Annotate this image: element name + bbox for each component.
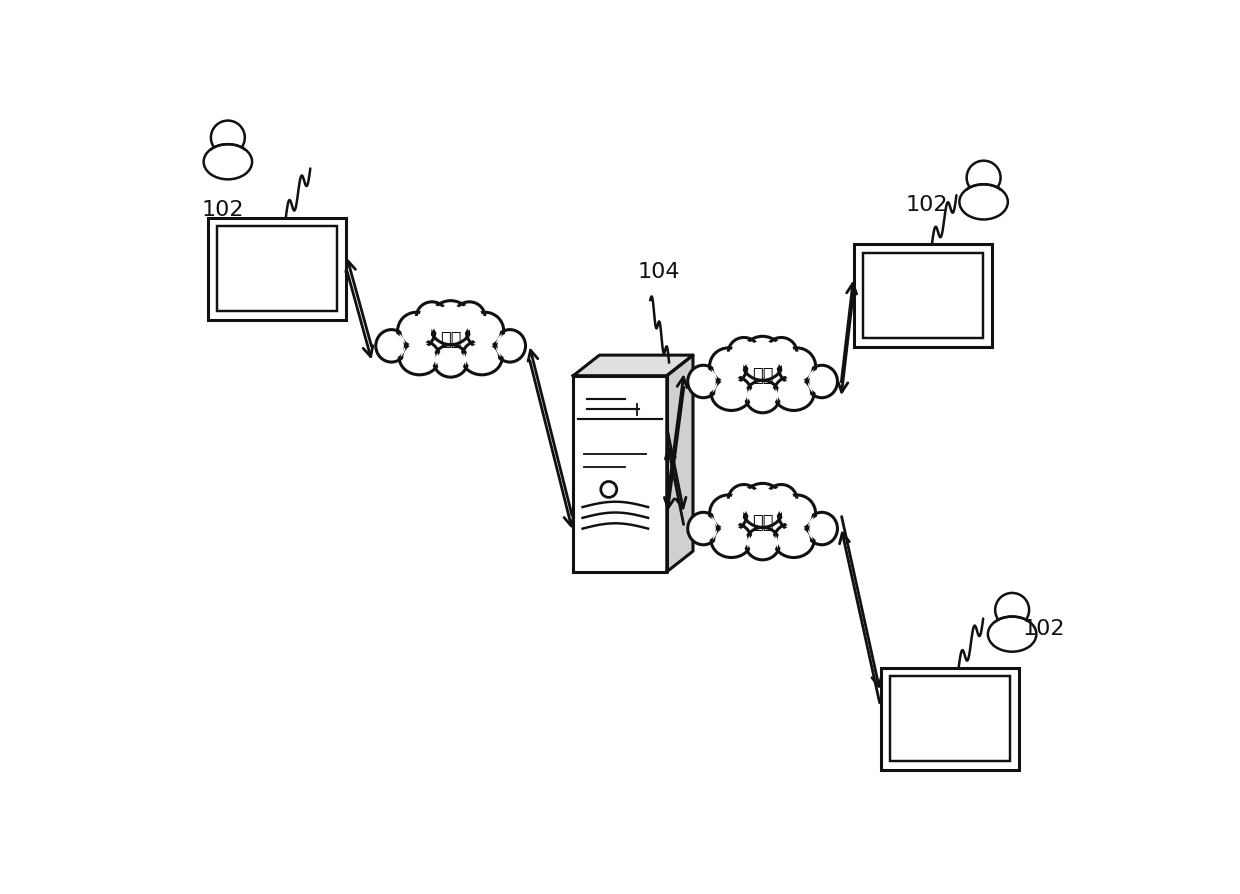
Ellipse shape — [497, 333, 522, 358]
Polygon shape — [573, 355, 693, 375]
Ellipse shape — [779, 495, 816, 532]
Ellipse shape — [777, 379, 810, 407]
Ellipse shape — [398, 312, 435, 350]
Bar — [863, 253, 983, 338]
Ellipse shape — [732, 341, 756, 365]
Ellipse shape — [745, 380, 780, 413]
Ellipse shape — [417, 302, 448, 332]
Ellipse shape — [470, 316, 500, 346]
Ellipse shape — [203, 144, 252, 180]
Ellipse shape — [779, 348, 816, 385]
Ellipse shape — [402, 316, 432, 346]
Ellipse shape — [456, 305, 482, 329]
Ellipse shape — [988, 617, 1037, 652]
Text: 网络: 网络 — [751, 367, 774, 384]
Polygon shape — [667, 355, 693, 572]
Ellipse shape — [715, 379, 748, 407]
Ellipse shape — [728, 337, 759, 367]
Circle shape — [996, 593, 1029, 627]
Ellipse shape — [766, 485, 797, 515]
Text: 102: 102 — [905, 195, 947, 215]
Ellipse shape — [774, 375, 815, 410]
Ellipse shape — [713, 499, 743, 528]
Ellipse shape — [461, 340, 502, 375]
Ellipse shape — [740, 336, 785, 380]
Ellipse shape — [715, 527, 748, 554]
Ellipse shape — [688, 366, 719, 398]
Ellipse shape — [713, 351, 743, 381]
Bar — [854, 244, 992, 347]
Ellipse shape — [810, 516, 835, 542]
Ellipse shape — [495, 330, 526, 362]
Ellipse shape — [769, 487, 794, 511]
Text: 102: 102 — [1023, 619, 1065, 638]
Ellipse shape — [434, 345, 467, 377]
Ellipse shape — [433, 305, 469, 341]
Ellipse shape — [732, 487, 756, 511]
Ellipse shape — [688, 512, 719, 544]
Ellipse shape — [749, 531, 776, 557]
Text: 网络: 网络 — [440, 331, 461, 349]
Ellipse shape — [782, 351, 812, 381]
Text: 102: 102 — [201, 199, 243, 220]
Ellipse shape — [454, 302, 485, 332]
Ellipse shape — [691, 516, 715, 542]
Ellipse shape — [745, 488, 780, 523]
Ellipse shape — [376, 330, 407, 362]
Circle shape — [601, 482, 616, 497]
Ellipse shape — [740, 484, 785, 527]
Ellipse shape — [749, 384, 776, 409]
Ellipse shape — [711, 523, 751, 558]
Ellipse shape — [728, 485, 759, 515]
Bar — [889, 677, 1009, 761]
Ellipse shape — [691, 368, 715, 394]
Ellipse shape — [436, 348, 465, 374]
Ellipse shape — [379, 333, 404, 358]
Circle shape — [967, 161, 1001, 195]
Ellipse shape — [429, 300, 472, 345]
Ellipse shape — [769, 341, 794, 365]
Ellipse shape — [399, 340, 440, 375]
Ellipse shape — [806, 512, 837, 544]
Ellipse shape — [403, 343, 435, 371]
Ellipse shape — [960, 184, 1008, 219]
Ellipse shape — [709, 495, 746, 532]
Bar — [880, 668, 1019, 770]
Polygon shape — [573, 375, 667, 572]
Ellipse shape — [774, 523, 815, 558]
Text: 104: 104 — [637, 262, 681, 283]
Ellipse shape — [745, 341, 780, 376]
Ellipse shape — [766, 337, 797, 367]
Ellipse shape — [466, 343, 498, 371]
Ellipse shape — [466, 312, 503, 350]
Ellipse shape — [806, 366, 837, 398]
Ellipse shape — [711, 375, 751, 410]
Ellipse shape — [709, 348, 746, 385]
Ellipse shape — [782, 499, 812, 528]
Ellipse shape — [810, 368, 835, 394]
Text: 网络: 网络 — [751, 514, 774, 532]
Bar — [208, 217, 346, 320]
Ellipse shape — [777, 527, 810, 554]
Circle shape — [211, 121, 244, 155]
Ellipse shape — [745, 527, 780, 560]
Ellipse shape — [419, 305, 444, 329]
Bar — [217, 226, 337, 311]
